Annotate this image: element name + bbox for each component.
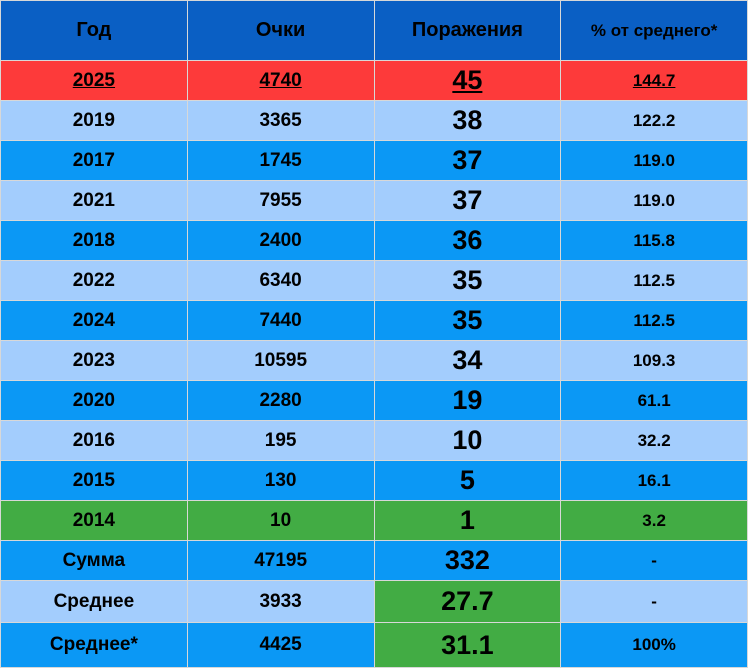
table-cell: 112.5	[560, 300, 748, 341]
table-cell: 35	[373, 260, 562, 301]
table-cell: 10595	[186, 340, 375, 381]
table-cell: 5	[373, 460, 562, 501]
table-row: 2018 2400 36 115.8	[0, 220, 748, 261]
table-cell: 2024	[0, 300, 188, 341]
header-cell: % от среднего*	[560, 0, 748, 61]
header-cell: Год	[0, 0, 188, 61]
table-row: 2021 7955 37 119.0	[0, 180, 748, 221]
table-cell: 2015	[0, 460, 188, 501]
table-row: 2025 4740 45 144.7	[0, 60, 748, 101]
table-cell: Среднее	[0, 580, 188, 623]
table-cell: 47195	[186, 540, 375, 581]
table-cell: 2014	[0, 500, 188, 541]
table-cell: 2025	[0, 60, 188, 101]
table-cell: 37	[373, 140, 562, 181]
table-cell: 332	[373, 540, 562, 581]
table-cell: 2022	[0, 260, 188, 301]
table-cell: 45	[373, 60, 562, 101]
table-cell: 4425	[186, 622, 375, 668]
header-cell: Поражения	[373, 0, 562, 61]
table-cell: 2400	[186, 220, 375, 261]
table-cell: 37	[373, 180, 562, 221]
table-cell: 2023	[0, 340, 188, 381]
table-row: 2022 6340 35 112.5	[0, 260, 748, 301]
table-cell: 122.2	[560, 100, 748, 141]
table-cell: 119.0	[560, 180, 748, 221]
table-row: 2014 10 1 3.2	[0, 500, 748, 541]
table-cell: 2016	[0, 420, 188, 461]
table-cell: 109.3	[560, 340, 748, 381]
table-cell: 1	[373, 500, 562, 541]
table-cell: 3.2	[560, 500, 748, 541]
table-cell: 7440	[186, 300, 375, 341]
table-cell: 7955	[186, 180, 375, 221]
table-row: 2017 1745 37 119.0	[0, 140, 748, 181]
table-cell: 1745	[186, 140, 375, 181]
header-row: Год Очки Поражения% от среднего*	[0, 0, 748, 61]
table-cell: 195	[186, 420, 375, 461]
table-cell: Среднее*	[0, 622, 188, 668]
table-cell: 36	[373, 220, 562, 261]
table-row: Среднее 3933 27.7-	[0, 580, 748, 623]
table-row: 2016 195 10 32.2	[0, 420, 748, 461]
table-cell: 19	[373, 380, 562, 421]
table-row: 2019 3365 38 122.2	[0, 100, 748, 141]
table-cell: 35	[373, 300, 562, 341]
table-row: Среднее* 4425 31.1 100%	[0, 622, 748, 668]
table-cell: 2021	[0, 180, 188, 221]
table-cell: 38	[373, 100, 562, 141]
table-row: 2024 7440 35 112.5	[0, 300, 748, 341]
table-cell: 3365	[186, 100, 375, 141]
table-cell: 2018	[0, 220, 188, 261]
table-cell: 6340	[186, 260, 375, 301]
table-header: Год Очки Поражения% от среднего*	[0, 0, 748, 61]
table-cell: 10	[186, 500, 375, 541]
table-cell: 115.8	[560, 220, 748, 261]
table-cell: 2280	[186, 380, 375, 421]
table-cell: 10	[373, 420, 562, 461]
table-cell: 2020	[0, 380, 188, 421]
table-cell: 3933	[186, 580, 375, 623]
table-cell: Сумма	[0, 540, 188, 581]
table-cell: 130	[186, 460, 375, 501]
table-cell: 27.7	[373, 580, 562, 623]
table-row: 2020 2280 19 61.1	[0, 380, 748, 421]
table-cell: 2017	[0, 140, 188, 181]
table-cell: 34	[373, 340, 562, 381]
table-row: 2023 10595 34 109.3	[0, 340, 748, 381]
table-cell: 144.7	[560, 60, 748, 101]
table-cell: -	[560, 580, 748, 623]
table-cell: 119.0	[560, 140, 748, 181]
table-row: 2015 130 5 16.1	[0, 460, 748, 501]
table-cell: 32.2	[560, 420, 748, 461]
table-cell: 2019	[0, 100, 188, 141]
table-cell: -	[560, 540, 748, 581]
table-cell: 31.1	[373, 622, 562, 668]
table-cell: 61.1	[560, 380, 748, 421]
table-cell: 112.5	[560, 260, 748, 301]
table-cell: 16.1	[560, 460, 748, 501]
table-body: 2025 4740 45 144.7 2019 3365 38 122.2 2017 1745 37…	[0, 60, 748, 668]
table-cell: 4740	[186, 60, 375, 101]
header-cell: Очки	[186, 0, 375, 61]
table-row: Сумма 47195 332-	[0, 540, 748, 581]
table-cell: 100%	[560, 622, 748, 668]
